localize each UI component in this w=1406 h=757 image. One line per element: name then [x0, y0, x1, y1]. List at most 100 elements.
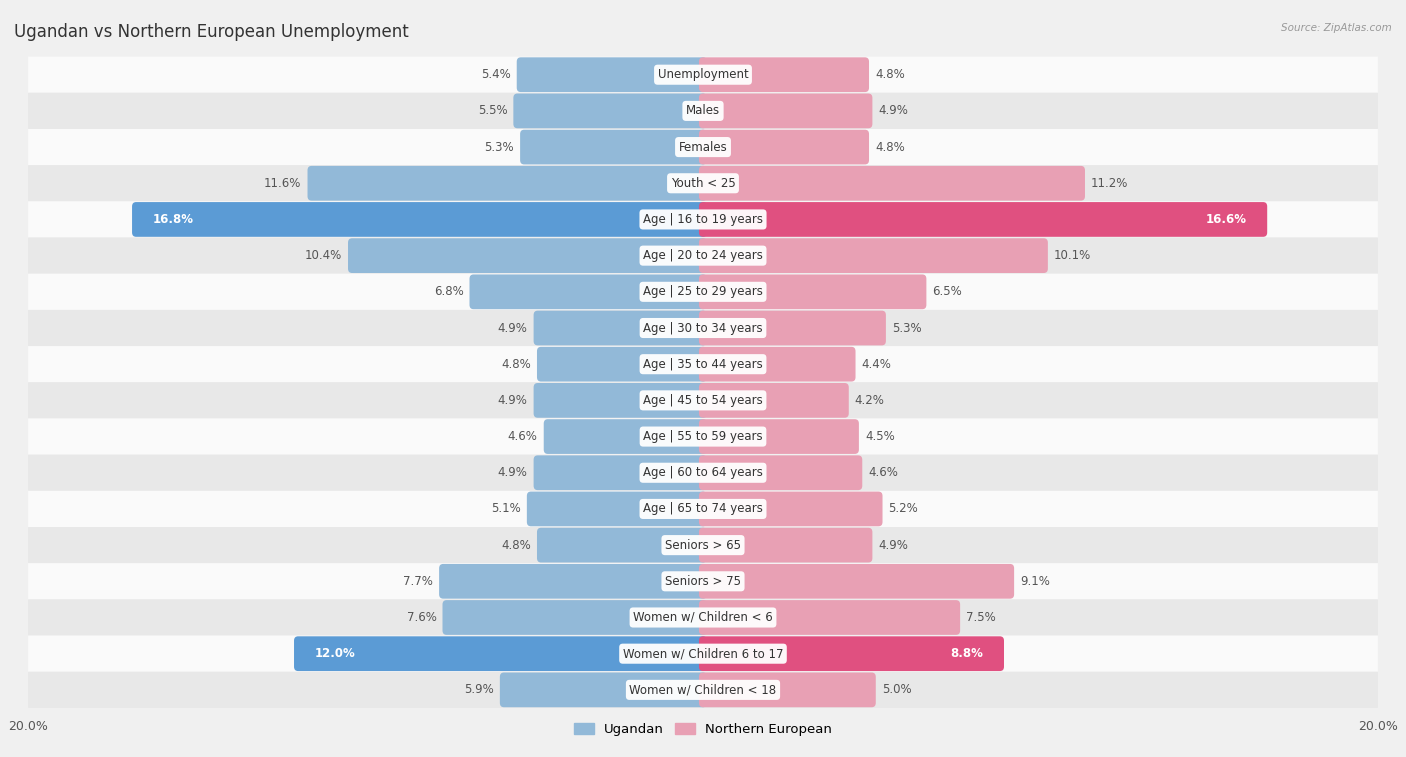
Text: 5.2%: 5.2% [889, 503, 918, 516]
FancyBboxPatch shape [699, 383, 849, 418]
Text: Age | 25 to 29 years: Age | 25 to 29 years [643, 285, 763, 298]
FancyBboxPatch shape [699, 310, 886, 345]
FancyBboxPatch shape [520, 129, 707, 164]
Text: 4.9%: 4.9% [879, 104, 908, 117]
Text: 4.8%: 4.8% [501, 358, 531, 371]
FancyBboxPatch shape [28, 600, 1378, 636]
FancyBboxPatch shape [544, 419, 707, 454]
Text: 4.6%: 4.6% [869, 466, 898, 479]
Text: 4.8%: 4.8% [875, 141, 905, 154]
FancyBboxPatch shape [699, 564, 1014, 599]
FancyBboxPatch shape [308, 166, 707, 201]
Text: 4.4%: 4.4% [862, 358, 891, 371]
FancyBboxPatch shape [699, 347, 855, 382]
Text: Age | 55 to 59 years: Age | 55 to 59 years [643, 430, 763, 443]
Text: 4.6%: 4.6% [508, 430, 537, 443]
Text: Seniors > 65: Seniors > 65 [665, 539, 741, 552]
FancyBboxPatch shape [699, 419, 859, 454]
FancyBboxPatch shape [534, 310, 707, 345]
FancyBboxPatch shape [699, 491, 883, 526]
FancyBboxPatch shape [294, 637, 707, 671]
FancyBboxPatch shape [537, 528, 707, 562]
Legend: Ugandan, Northern European: Ugandan, Northern European [568, 717, 838, 741]
Text: 5.3%: 5.3% [485, 141, 515, 154]
FancyBboxPatch shape [28, 455, 1378, 491]
Text: Unemployment: Unemployment [658, 68, 748, 81]
FancyBboxPatch shape [28, 201, 1378, 238]
Text: 10.4%: 10.4% [305, 249, 342, 262]
FancyBboxPatch shape [534, 456, 707, 490]
Text: 16.6%: 16.6% [1205, 213, 1246, 226]
FancyBboxPatch shape [28, 57, 1378, 93]
Text: Women w/ Children < 6: Women w/ Children < 6 [633, 611, 773, 624]
Text: Age | 35 to 44 years: Age | 35 to 44 years [643, 358, 763, 371]
FancyBboxPatch shape [28, 310, 1378, 346]
FancyBboxPatch shape [28, 491, 1378, 527]
Text: 9.1%: 9.1% [1021, 575, 1050, 587]
Text: Youth < 25: Youth < 25 [671, 177, 735, 190]
FancyBboxPatch shape [28, 636, 1378, 671]
Text: 5.9%: 5.9% [464, 684, 494, 696]
FancyBboxPatch shape [699, 58, 869, 92]
FancyBboxPatch shape [132, 202, 707, 237]
Text: Females: Females [679, 141, 727, 154]
Text: 6.8%: 6.8% [433, 285, 464, 298]
Text: Males: Males [686, 104, 720, 117]
Text: Ugandan vs Northern European Unemployment: Ugandan vs Northern European Unemploymen… [14, 23, 409, 41]
Text: Age | 65 to 74 years: Age | 65 to 74 years [643, 503, 763, 516]
Text: 5.1%: 5.1% [491, 503, 520, 516]
Text: 5.3%: 5.3% [891, 322, 921, 335]
FancyBboxPatch shape [517, 58, 707, 92]
FancyBboxPatch shape [699, 94, 872, 128]
FancyBboxPatch shape [439, 564, 707, 599]
FancyBboxPatch shape [699, 637, 1004, 671]
FancyBboxPatch shape [28, 671, 1378, 708]
Text: 11.6%: 11.6% [264, 177, 301, 190]
Text: Age | 45 to 54 years: Age | 45 to 54 years [643, 394, 763, 407]
FancyBboxPatch shape [470, 275, 707, 309]
Text: 16.8%: 16.8% [153, 213, 194, 226]
Text: 8.8%: 8.8% [950, 647, 983, 660]
Text: 12.0%: 12.0% [315, 647, 356, 660]
Text: 7.7%: 7.7% [404, 575, 433, 587]
FancyBboxPatch shape [699, 600, 960, 635]
FancyBboxPatch shape [699, 166, 1085, 201]
Text: 7.5%: 7.5% [966, 611, 995, 624]
FancyBboxPatch shape [28, 238, 1378, 274]
FancyBboxPatch shape [699, 456, 862, 490]
FancyBboxPatch shape [527, 491, 707, 526]
FancyBboxPatch shape [699, 129, 869, 164]
FancyBboxPatch shape [28, 93, 1378, 129]
FancyBboxPatch shape [28, 274, 1378, 310]
FancyBboxPatch shape [699, 528, 872, 562]
FancyBboxPatch shape [537, 347, 707, 382]
FancyBboxPatch shape [501, 672, 707, 707]
Text: Age | 16 to 19 years: Age | 16 to 19 years [643, 213, 763, 226]
FancyBboxPatch shape [28, 419, 1378, 455]
Text: 4.8%: 4.8% [875, 68, 905, 81]
FancyBboxPatch shape [534, 383, 707, 418]
Text: Age | 30 to 34 years: Age | 30 to 34 years [643, 322, 763, 335]
Text: Seniors > 75: Seniors > 75 [665, 575, 741, 587]
Text: Women w/ Children 6 to 17: Women w/ Children 6 to 17 [623, 647, 783, 660]
Text: 4.8%: 4.8% [501, 539, 531, 552]
Text: 11.2%: 11.2% [1091, 177, 1129, 190]
FancyBboxPatch shape [28, 382, 1378, 419]
FancyBboxPatch shape [28, 346, 1378, 382]
FancyBboxPatch shape [699, 238, 1047, 273]
Text: 6.5%: 6.5% [932, 285, 962, 298]
Text: 10.1%: 10.1% [1054, 249, 1091, 262]
Text: 4.9%: 4.9% [498, 466, 527, 479]
Text: 4.9%: 4.9% [498, 322, 527, 335]
FancyBboxPatch shape [443, 600, 707, 635]
FancyBboxPatch shape [699, 672, 876, 707]
Text: 7.6%: 7.6% [406, 611, 436, 624]
Text: 4.9%: 4.9% [879, 539, 908, 552]
Text: Source: ZipAtlas.com: Source: ZipAtlas.com [1281, 23, 1392, 33]
FancyBboxPatch shape [28, 563, 1378, 600]
FancyBboxPatch shape [349, 238, 707, 273]
Text: 5.5%: 5.5% [478, 104, 508, 117]
FancyBboxPatch shape [513, 94, 707, 128]
FancyBboxPatch shape [28, 527, 1378, 563]
Text: Age | 20 to 24 years: Age | 20 to 24 years [643, 249, 763, 262]
